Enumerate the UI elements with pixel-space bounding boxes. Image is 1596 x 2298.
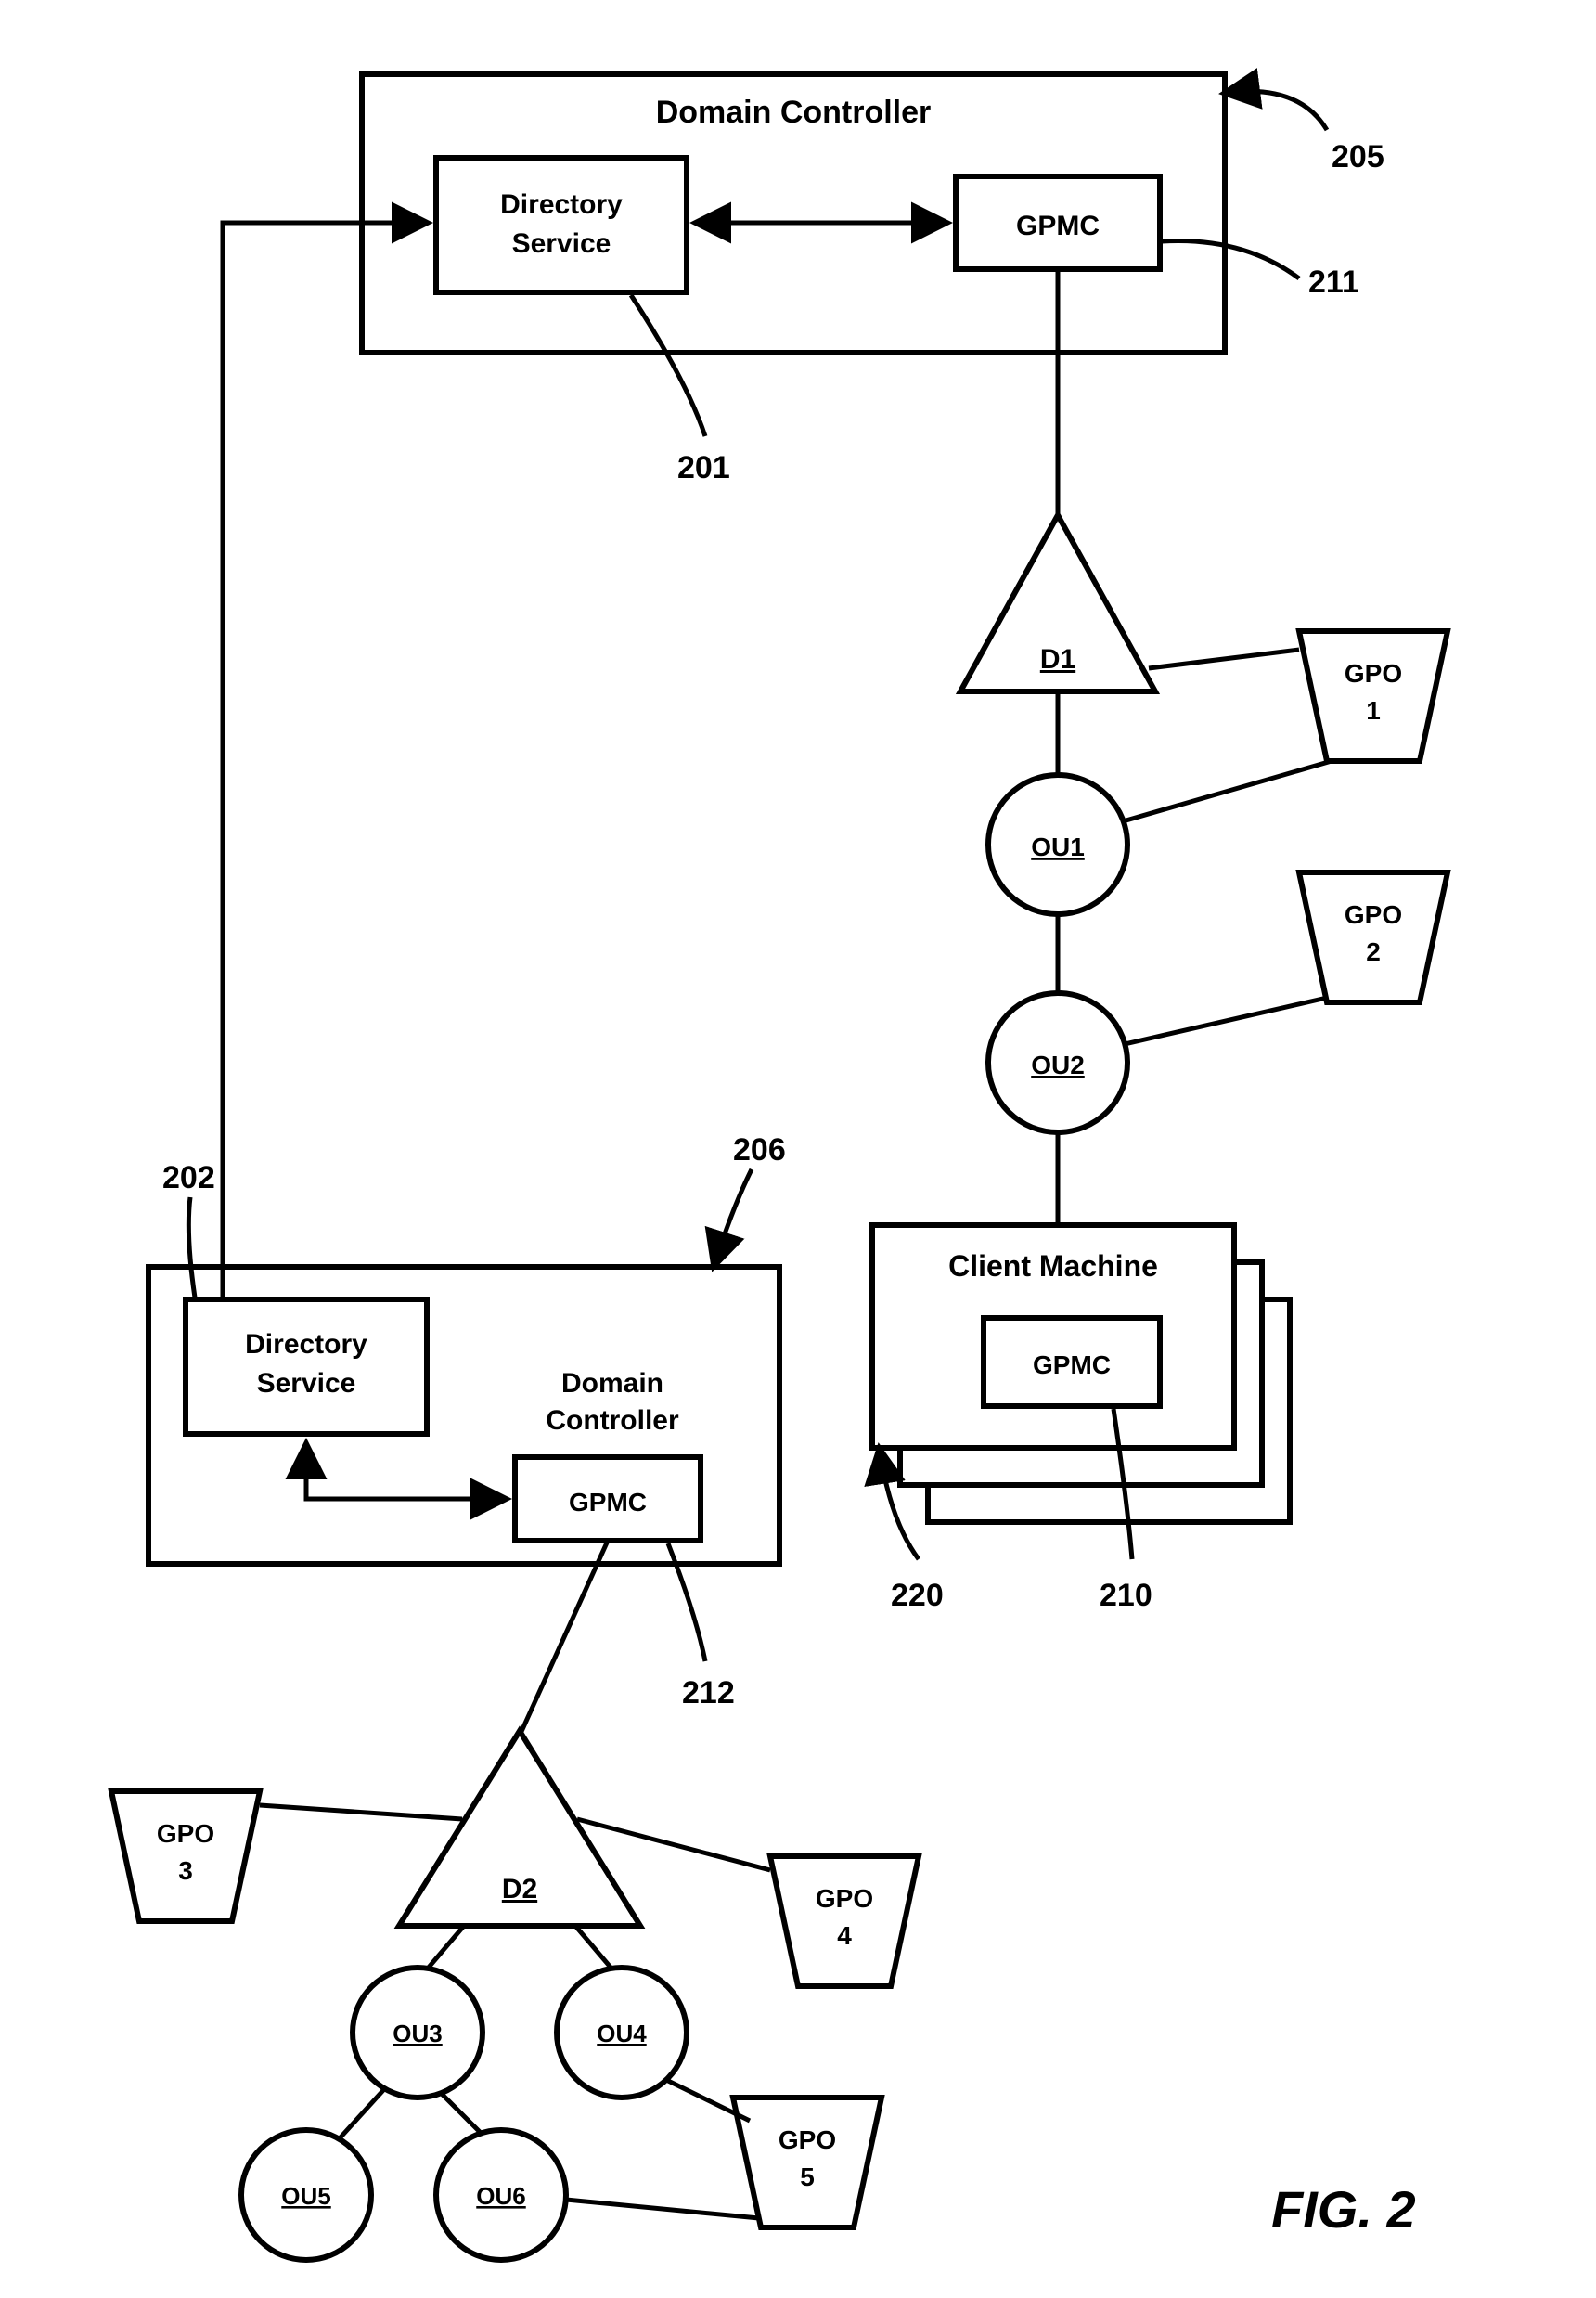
svg-text:OU2: OU2 bbox=[1031, 1051, 1085, 1079]
svg-text:Directory: Directory bbox=[245, 1329, 367, 1360]
client-title: Client Machine bbox=[948, 1249, 1158, 1283]
svg-text:202: 202 bbox=[162, 1160, 215, 1195]
dc1-directory-service: Directory Service bbox=[436, 158, 687, 292]
dc1-title: Domain Controller bbox=[656, 95, 932, 130]
svg-text:212: 212 bbox=[682, 1675, 735, 1711]
svg-text:OU6: OU6 bbox=[476, 2182, 525, 2210]
svg-text:Service: Service bbox=[257, 1368, 356, 1399]
ou2: OU2 bbox=[988, 993, 1127, 1132]
svg-text:GPO: GPO bbox=[1345, 659, 1402, 688]
link-d2-ou4 bbox=[575, 1926, 612, 1969]
d1-triangle: D1 bbox=[960, 515, 1155, 691]
link-d2-gpo3 bbox=[260, 1805, 462, 1819]
link-ds201-ds202 bbox=[223, 223, 425, 1299]
ou5: OU5 bbox=[241, 2130, 371, 2260]
svg-text:GPO: GPO bbox=[816, 1884, 873, 1913]
link-ou3-ou6 bbox=[441, 2093, 483, 2135]
gpo1: GPO 1 bbox=[1299, 631, 1448, 761]
svg-text:GPO: GPO bbox=[779, 2125, 836, 2154]
link-d1-gpo1 bbox=[1149, 650, 1299, 668]
svg-text:210: 210 bbox=[1100, 1578, 1152, 1613]
svg-text:GPO: GPO bbox=[157, 1819, 214, 1848]
gpo2: GPO 2 bbox=[1299, 872, 1448, 1002]
gpo5: GPO 5 bbox=[733, 2098, 882, 2227]
link-ou6-gpo5 bbox=[566, 2200, 759, 2218]
dc1-ds-l2: Service bbox=[512, 228, 611, 259]
dc2-title-l2: Controller bbox=[546, 1405, 679, 1436]
domain-controller-2: Domain Controller Directory Service GPMC bbox=[148, 1267, 779, 1564]
gpo3: GPO 3 bbox=[111, 1791, 260, 1921]
dc1-gpmc-label: GPMC bbox=[1016, 211, 1100, 241]
svg-text:OU4: OU4 bbox=[597, 2020, 647, 2047]
dc1-ref: 205 bbox=[1227, 91, 1384, 174]
svg-text:GPO: GPO bbox=[1345, 900, 1402, 929]
client-machine-stack: Client Machine GPMC bbox=[872, 1225, 1290, 1522]
svg-text:3: 3 bbox=[178, 1856, 193, 1885]
ou6: OU6 bbox=[436, 2130, 566, 2260]
link-ou2-gpo2 bbox=[1125, 998, 1327, 1044]
link-d2-ou3 bbox=[427, 1926, 464, 1969]
dc2-ds-gpmc-link bbox=[306, 1446, 504, 1499]
gpo4: GPO 4 bbox=[770, 1856, 919, 1986]
client-gpmc-label: GPMC bbox=[1033, 1350, 1111, 1379]
ou3: OU3 bbox=[353, 1968, 483, 2098]
svg-text:4: 4 bbox=[837, 1921, 852, 1950]
dc2-directory-service: Directory Service bbox=[186, 1299, 427, 1434]
svg-text:OU1: OU1 bbox=[1031, 833, 1085, 861]
dc2-gpmc: GPMC bbox=[515, 1457, 701, 1541]
dc2-ref: 206 bbox=[714, 1132, 786, 1264]
svg-text:220: 220 bbox=[891, 1578, 944, 1613]
ou1: OU1 bbox=[988, 775, 1127, 914]
svg-text:GPMC: GPMC bbox=[569, 1488, 647, 1517]
dc2-title-l1: Domain bbox=[561, 1368, 663, 1399]
svg-text:5: 5 bbox=[800, 2162, 815, 2191]
link-dc2-d2 bbox=[520, 1541, 608, 1736]
svg-text:206: 206 bbox=[733, 1132, 786, 1168]
link-d2-gpo4 bbox=[577, 1819, 770, 1870]
svg-text:OU3: OU3 bbox=[393, 2020, 442, 2047]
dc1-gpmc-ref: 211 bbox=[1162, 241, 1359, 301]
svg-text:205: 205 bbox=[1332, 139, 1384, 174]
svg-text:1: 1 bbox=[1366, 696, 1381, 725]
dc1-ds-l1: Directory bbox=[500, 189, 623, 220]
svg-text:D2: D2 bbox=[502, 1874, 537, 1904]
svg-text:OU5: OU5 bbox=[281, 2182, 330, 2210]
svg-text:201: 201 bbox=[677, 450, 730, 485]
figure-title: FIG. 2 bbox=[1271, 2180, 1416, 2239]
dc1-gpmc: GPMC bbox=[956, 176, 1160, 269]
svg-text:211: 211 bbox=[1308, 265, 1359, 300]
domain-controller-1: Domain Controller Directory Service GPMC bbox=[362, 74, 1225, 353]
link-ou3-ou5 bbox=[339, 2088, 385, 2139]
d1-label: D1 bbox=[1040, 644, 1075, 675]
dc2-gpmc-ref: 212 bbox=[668, 1543, 735, 1711]
dc2-ds-ref: 202 bbox=[162, 1160, 215, 1297]
link-ou1-gpo1 bbox=[1123, 761, 1332, 821]
dc1-ds-ref: 201 bbox=[631, 295, 730, 485]
svg-text:2: 2 bbox=[1366, 937, 1381, 966]
fig-2-diagram: Domain Controller Directory Service GPMC… bbox=[0, 0, 1596, 2298]
